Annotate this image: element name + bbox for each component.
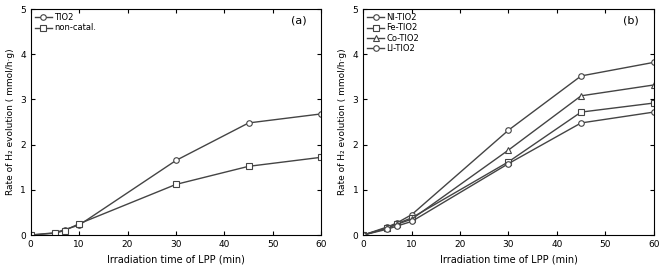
- Text: (b): (b): [623, 16, 639, 26]
- X-axis label: Irradiation time of LPP (min): Irradiation time of LPP (min): [440, 254, 577, 264]
- Fe-TIO2: [650, 102, 658, 105]
- Legend: NI-TIO2, Fe-TIO2, Co-TIO2, LI-TIO2: NI-TIO2, Fe-TIO2, Co-TIO2, LI-TIO2: [366, 12, 421, 55]
- Line: Co-TIO2: Co-TIO2: [360, 82, 656, 238]
- non-catal.: [317, 156, 325, 159]
- Line: TIO2: TIO2: [28, 111, 324, 238]
- LI-TIO2: [359, 233, 367, 237]
- LI-TIO2: [393, 224, 401, 228]
- Co-TIO2: [359, 233, 367, 237]
- NI-TIO2: [359, 233, 367, 237]
- Fe-TIO2: [577, 110, 585, 114]
- Fe-TIO2: [359, 233, 367, 237]
- Legend: TIO2, non-catal.: TIO2, non-catal.: [33, 12, 98, 34]
- LI-TIO2: [577, 121, 585, 124]
- non-catal.: [61, 229, 68, 232]
- Fe-TIO2: [384, 226, 392, 230]
- Text: (a): (a): [291, 16, 307, 26]
- TIO2: [317, 112, 325, 116]
- Co-TIO2: [650, 83, 658, 87]
- NI-TIO2: [505, 129, 513, 132]
- NI-TIO2: [384, 225, 392, 228]
- non-catal.: [27, 233, 35, 237]
- LI-TIO2: [384, 228, 392, 231]
- NI-TIO2: [577, 74, 585, 77]
- Y-axis label: Rate of H₂ evolution ( mmol/h·g): Rate of H₂ evolution ( mmol/h·g): [5, 49, 15, 195]
- non-catal.: [245, 165, 253, 168]
- Line: Fe-TIO2: Fe-TIO2: [360, 100, 656, 238]
- Line: NI-TIO2: NI-TIO2: [360, 60, 656, 238]
- non-catal.: [75, 222, 83, 225]
- Co-TIO2: [393, 222, 401, 226]
- Co-TIO2: [408, 218, 416, 221]
- NI-TIO2: [650, 61, 658, 64]
- TIO2: [75, 224, 83, 227]
- Y-axis label: Rate of H₂ evolution ( mmol/h·g): Rate of H₂ evolution ( mmol/h·g): [338, 49, 347, 195]
- TIO2: [51, 231, 59, 234]
- Co-TIO2: [384, 227, 392, 230]
- NI-TIO2: [393, 221, 401, 224]
- LI-TIO2: [408, 220, 416, 223]
- TIO2: [27, 233, 35, 237]
- TIO2: [61, 228, 68, 231]
- Line: LI-TIO2: LI-TIO2: [360, 109, 656, 238]
- Fe-TIO2: [408, 216, 416, 220]
- Co-TIO2: [505, 148, 513, 152]
- TIO2: [172, 159, 180, 162]
- NI-TIO2: [408, 213, 416, 216]
- X-axis label: Irradiation time of LPP (min): Irradiation time of LPP (min): [107, 254, 245, 264]
- Fe-TIO2: [505, 160, 513, 163]
- Co-TIO2: [577, 94, 585, 97]
- LI-TIO2: [650, 110, 658, 114]
- Line: non-catal.: non-catal.: [28, 154, 324, 238]
- TIO2: [245, 121, 253, 124]
- Fe-TIO2: [393, 222, 401, 225]
- LI-TIO2: [505, 162, 513, 165]
- non-catal.: [172, 183, 180, 186]
- non-catal.: [51, 232, 59, 235]
